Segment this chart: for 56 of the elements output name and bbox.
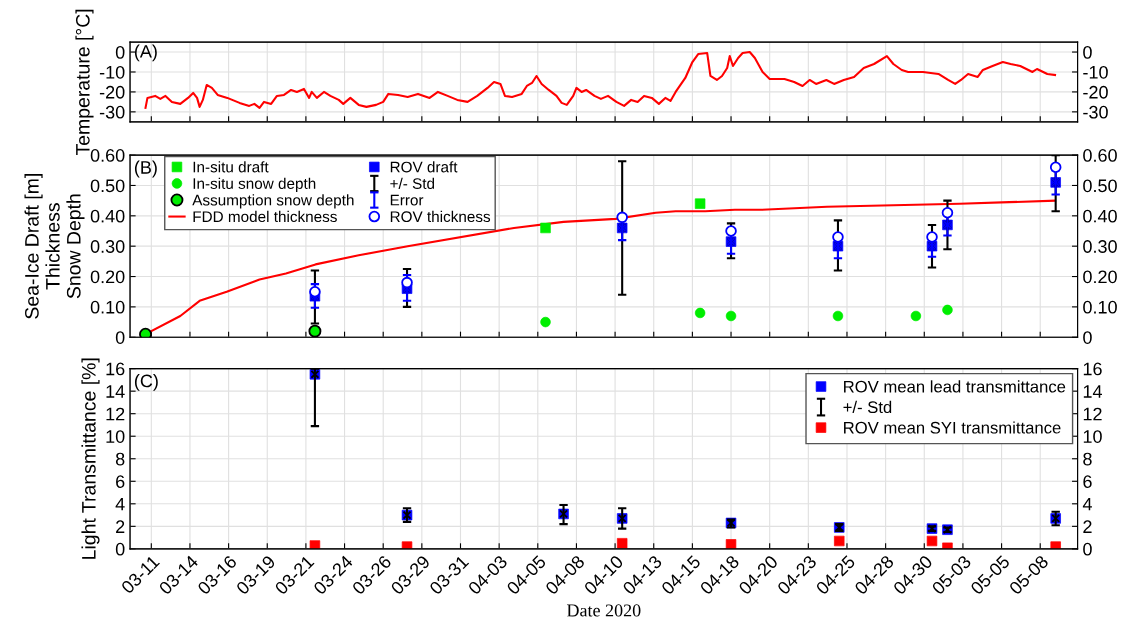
y-tick-label: 6 xyxy=(116,475,125,488)
y2-tick-label: 0 xyxy=(1083,331,1092,344)
y-tick-label: -10 xyxy=(99,65,125,79)
y-tick-label: 0.30 xyxy=(90,240,125,253)
y-tick-label: 0.10 xyxy=(90,300,125,314)
legend-label: Error xyxy=(390,194,424,206)
y2-tick-label: 0.10 xyxy=(1083,300,1117,314)
y-tick-label: 0.40 xyxy=(90,209,125,223)
y-tick-label: 0 xyxy=(115,331,125,344)
legend-label: In-situ draft xyxy=(193,161,269,173)
y2-tick-label: 0 xyxy=(1083,45,1092,59)
legend-label: ROV mean SYI transmittance xyxy=(844,421,1061,434)
y2-tick-label: 0.60 xyxy=(1083,149,1117,162)
y2-tick-label: 0 xyxy=(1083,542,1092,556)
legend-label: In-situ snow depth xyxy=(193,177,316,192)
y-tick-label: 8 xyxy=(115,452,125,466)
y2-tick-label: 0.50 xyxy=(1083,179,1117,193)
y-tick-label: 0.50 xyxy=(90,179,125,193)
y-tick-label: 10 xyxy=(106,430,125,443)
legend-label: ROV draft xyxy=(390,161,458,173)
y-tick-label: 0 xyxy=(115,45,125,59)
y2-tick-label: 0.40 xyxy=(1083,209,1117,223)
legend-label: +/- Std xyxy=(843,400,892,414)
annotation: (B) xyxy=(134,160,157,178)
legend-label: ROV mean lead transmittance xyxy=(844,380,1066,393)
x-axis-title: Date 2020 xyxy=(566,604,641,617)
y2-tick-label: 8 xyxy=(1083,452,1092,466)
y2-tick-label: 0.20 xyxy=(1083,270,1117,284)
y-tick-label: 0 xyxy=(115,542,125,556)
y2-tick-label: 0.30 xyxy=(1083,240,1117,253)
annotation: (C) xyxy=(134,374,158,391)
y-tick-label: -20 xyxy=(99,85,125,99)
y2-tick-label: 14 xyxy=(1083,385,1102,398)
y-tick-label: 0.20 xyxy=(90,270,125,284)
y-axis-title: Sea-Ice Draft [m] Thickness Snow Depth xyxy=(24,174,85,319)
y2-tick-label: 2 xyxy=(1083,520,1092,533)
annotation: (A) xyxy=(134,44,157,62)
y-tick-label: 16 xyxy=(106,362,125,376)
y2-tick-label: 12 xyxy=(1083,407,1102,421)
y2-tick-label: 10 xyxy=(1083,430,1102,443)
y2-tick-label: -10 xyxy=(1083,65,1108,79)
y-tick-label: 4 xyxy=(115,497,125,511)
legend-label: Assumption snow depth xyxy=(192,194,354,209)
legend-label: FDD model thickness xyxy=(193,210,337,223)
y2-tick-label: -30 xyxy=(1083,105,1108,119)
legend-label: ROV thickness xyxy=(390,210,491,223)
y-tick-label: 2 xyxy=(116,520,125,533)
y2-tick-label: 4 xyxy=(1082,497,1092,511)
y2-tick-label: -20 xyxy=(1083,85,1108,99)
y-tick-label: 12 xyxy=(106,407,125,421)
legend-label: +/- Std xyxy=(390,177,435,189)
y-axis-title: Light Transmittance [%] xyxy=(81,358,100,559)
y-tick-label: -30 xyxy=(99,105,125,119)
y2-tick-label: 6 xyxy=(1083,475,1092,488)
y2-tick-label: 16 xyxy=(1083,362,1102,376)
y-tick-label: 14 xyxy=(106,385,125,398)
